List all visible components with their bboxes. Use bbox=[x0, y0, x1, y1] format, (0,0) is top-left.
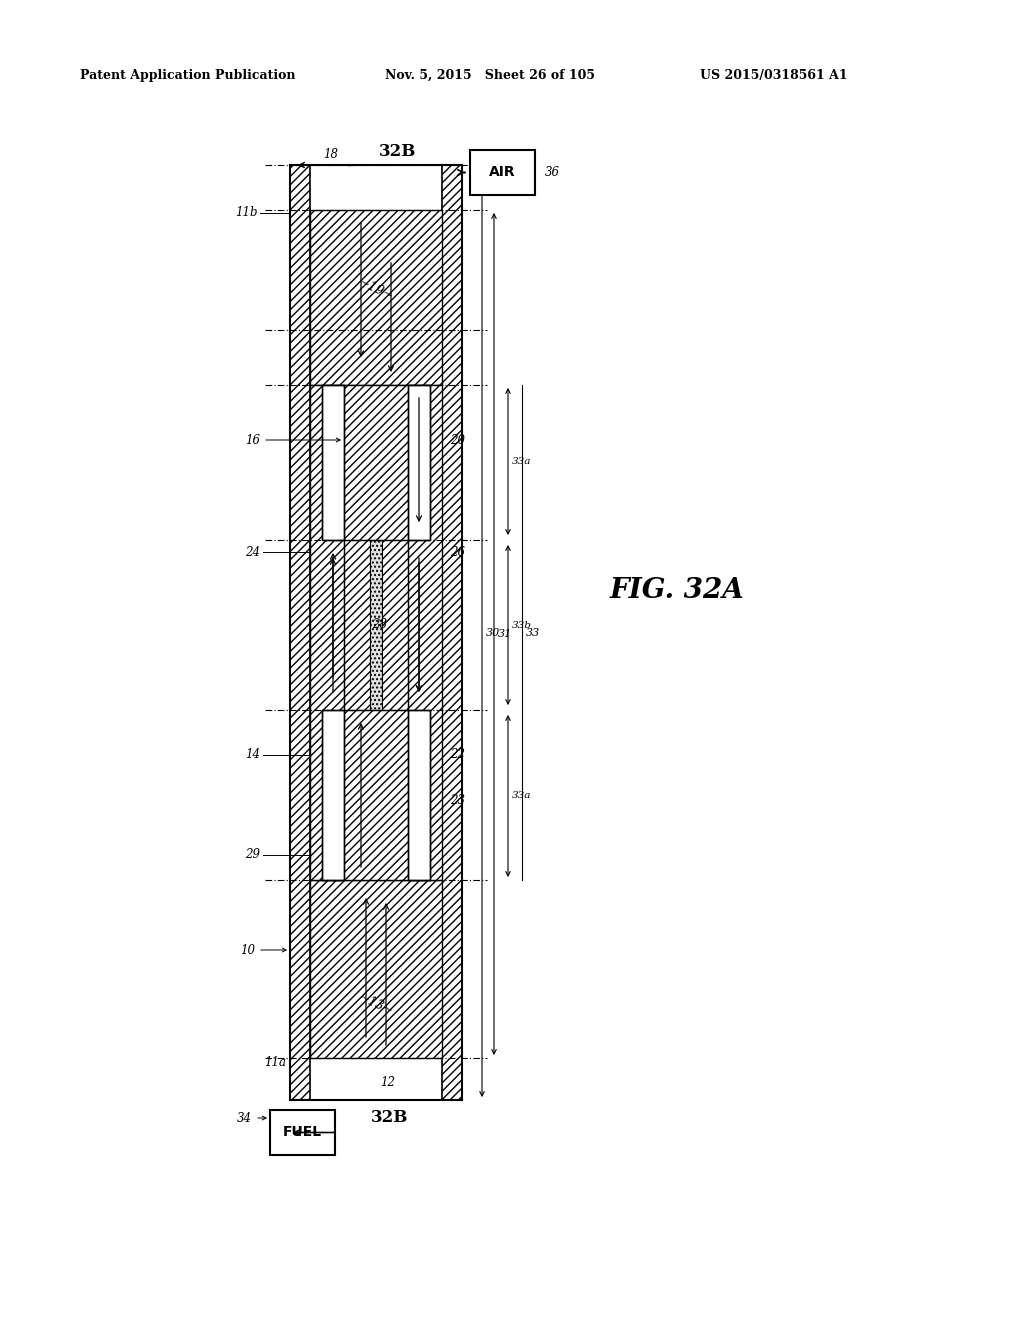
Bar bbox=[408, 385, 430, 540]
Text: 12: 12 bbox=[381, 1076, 395, 1089]
Text: 20: 20 bbox=[450, 433, 465, 446]
Text: 14: 14 bbox=[245, 748, 260, 762]
Bar bbox=[408, 710, 430, 880]
Bar bbox=[470, 150, 535, 195]
Text: 33a: 33a bbox=[512, 792, 531, 800]
Text: 33: 33 bbox=[526, 627, 541, 638]
Bar bbox=[322, 385, 344, 540]
Text: 11a: 11a bbox=[264, 1056, 286, 1068]
Bar bbox=[310, 880, 442, 1059]
Bar bbox=[290, 165, 310, 1100]
Text: 16: 16 bbox=[245, 433, 260, 446]
Text: 31: 31 bbox=[498, 630, 512, 639]
Text: Nov. 5, 2015   Sheet 26 of 105: Nov. 5, 2015 Sheet 26 of 105 bbox=[385, 69, 595, 82]
Text: ~13~: ~13~ bbox=[356, 991, 395, 1019]
Text: 18: 18 bbox=[323, 149, 338, 161]
Bar bbox=[270, 1110, 335, 1155]
Text: 33a: 33a bbox=[512, 457, 531, 466]
Bar bbox=[310, 210, 442, 385]
Text: 26: 26 bbox=[450, 545, 465, 558]
Bar bbox=[310, 385, 442, 880]
Text: 10: 10 bbox=[240, 944, 255, 957]
Text: FUEL: FUEL bbox=[283, 1126, 323, 1139]
Text: Patent Application Publication: Patent Application Publication bbox=[80, 69, 296, 82]
Text: 36: 36 bbox=[545, 165, 560, 178]
Text: 32B: 32B bbox=[372, 1110, 409, 1126]
Bar bbox=[344, 540, 370, 710]
Text: 22: 22 bbox=[450, 748, 465, 762]
Bar bbox=[382, 540, 408, 710]
Text: 33b: 33b bbox=[512, 620, 531, 630]
Text: 28: 28 bbox=[373, 619, 387, 631]
Text: 30: 30 bbox=[486, 627, 501, 638]
Text: AIR: AIR bbox=[489, 165, 516, 180]
Bar bbox=[442, 165, 462, 1100]
Text: FIG. 32A: FIG. 32A bbox=[610, 577, 744, 603]
Text: 29: 29 bbox=[245, 849, 260, 862]
Text: 11b: 11b bbox=[236, 206, 258, 219]
Bar bbox=[322, 710, 344, 880]
Text: 32B: 32B bbox=[379, 144, 417, 161]
Text: 24: 24 bbox=[245, 545, 260, 558]
Text: 34: 34 bbox=[237, 1111, 252, 1125]
Bar bbox=[370, 540, 382, 710]
Text: 23: 23 bbox=[450, 793, 465, 807]
Text: US 2015/0318561 A1: US 2015/0318561 A1 bbox=[700, 69, 848, 82]
Text: ~19~: ~19~ bbox=[356, 276, 395, 304]
